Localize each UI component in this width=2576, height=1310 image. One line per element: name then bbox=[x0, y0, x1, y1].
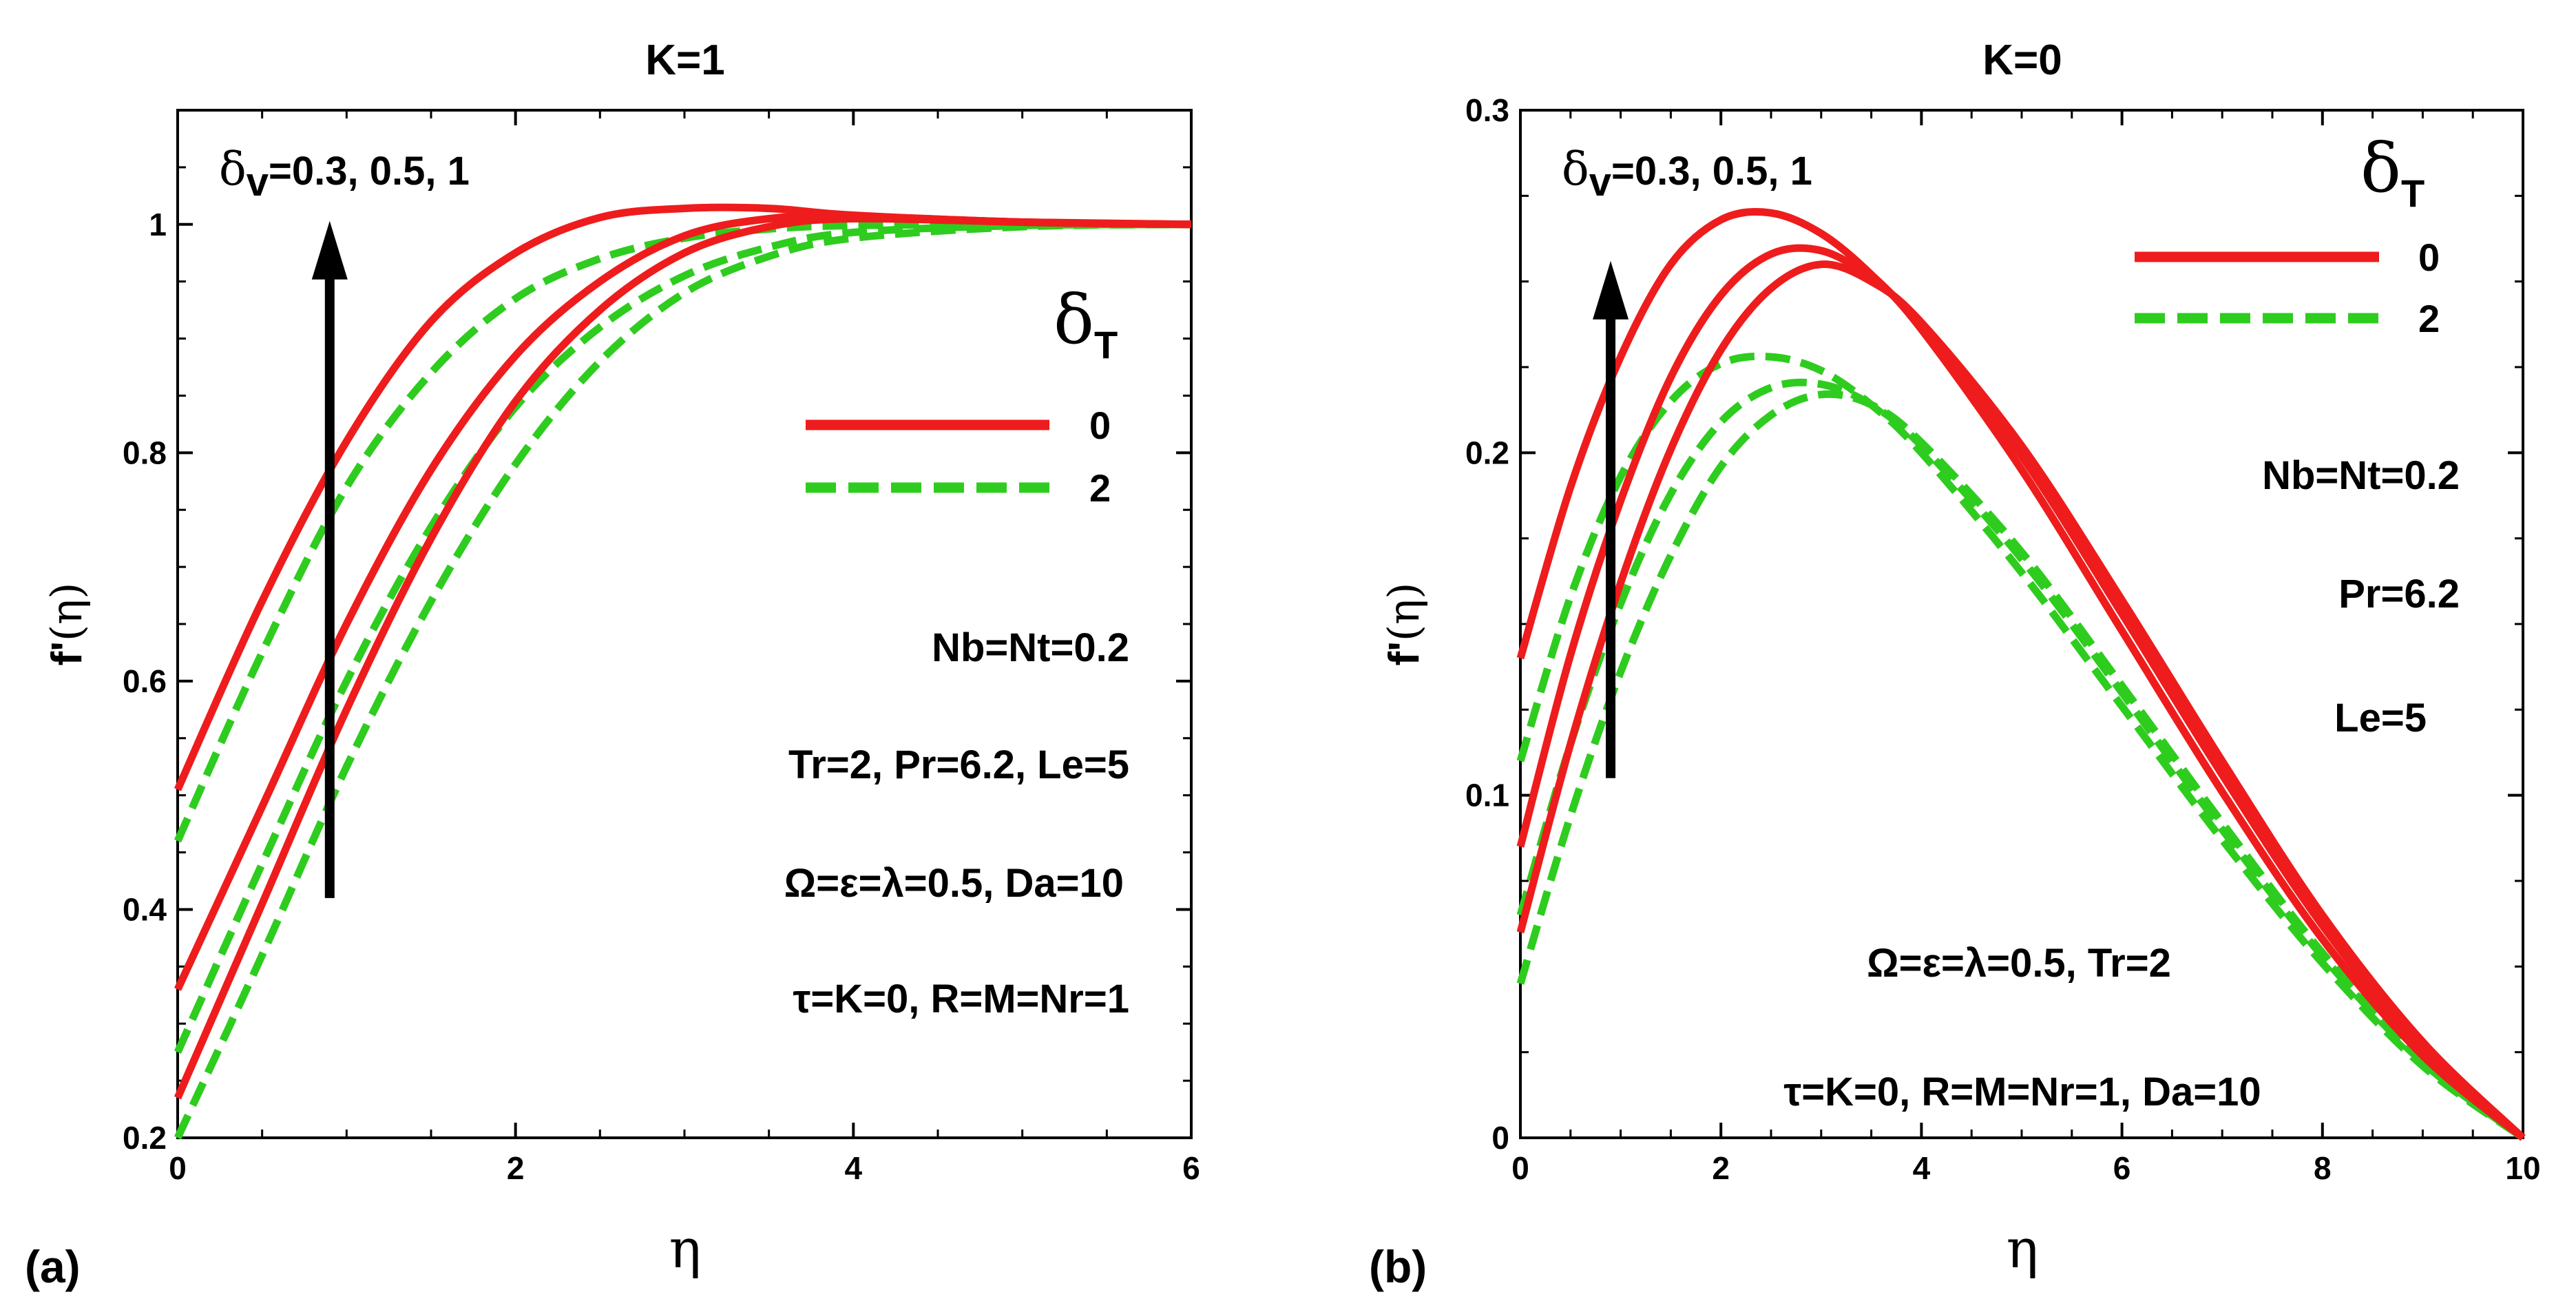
panel-b-arrow bbox=[1593, 260, 1629, 778]
panel-a-annotation-2: Tr=2, Pr=6.2, Le=5 bbox=[788, 742, 1129, 787]
panel-b-legend-title-symbol: δ bbox=[2360, 129, 2401, 208]
panel-a-annotation-1: Nb=Nt=0.2 bbox=[932, 625, 1129, 670]
panel-a-arrow-label-symbol: δ bbox=[219, 143, 247, 196]
panel-a-ytick-label: 0.6 bbox=[123, 663, 167, 699]
panel-a-arrow bbox=[311, 220, 348, 898]
panel-b-series-line-3 bbox=[1516, 352, 2526, 1141]
panel-b-series-line-0 bbox=[1516, 208, 2526, 1141]
panel-a-legend-label-0: 0 bbox=[1089, 404, 1111, 447]
panel-a-xtick-label: 0 bbox=[169, 1150, 187, 1186]
panel-b-xtick-label: 6 bbox=[2113, 1150, 2131, 1186]
panel-b-series-line-5 bbox=[1516, 390, 2526, 1141]
panel-b-series-line-4 bbox=[1516, 378, 2526, 1141]
panel-b-annotation-2: Pr=6.2 bbox=[2338, 572, 2460, 616]
panel-b-series-line-2 bbox=[1516, 260, 2526, 1141]
panel-b-ylabel-symbol: (η) bbox=[1379, 583, 1429, 642]
panel-a-arrow-label: δv=0.3, 0.5, 1 bbox=[219, 143, 470, 205]
panel-b-ylabel-text: f' bbox=[1381, 641, 1428, 665]
panel-b-title: K=0 bbox=[1982, 37, 2062, 84]
panel-a-series-line-5 bbox=[174, 220, 1192, 1140]
panel-b-xtick-label: 10 bbox=[2505, 1150, 2540, 1186]
panel-a-ylabel: f'(η) bbox=[41, 583, 92, 666]
panel-a-tick-labels: 0 2 4 6 0.2 0.4 0.6 0.8 1 bbox=[123, 207, 1200, 1186]
panel-a-legend-title-subscript: T bbox=[1094, 323, 1118, 366]
panel-b-letter: (b) bbox=[1369, 1241, 1427, 1292]
panel-b-xtick-label: 0 bbox=[1511, 1150, 1529, 1186]
panel-a-xlabel: η bbox=[669, 1218, 702, 1280]
panel-a-legend-title: δT bbox=[1054, 281, 1118, 366]
panel-b-legend-title: δT bbox=[2360, 129, 2425, 215]
panel-b-legend: δT 0 2 bbox=[2135, 129, 2440, 340]
panel-a-legend: δT 0 2 bbox=[806, 281, 1118, 510]
panel-b-arrow-label-values: =0.3, 0.5, 1 bbox=[1611, 149, 1812, 194]
panel-b-legend-title-subscript: T bbox=[2401, 171, 2425, 215]
panel-a-arrow-head bbox=[311, 220, 348, 280]
panel-b-ytick-label: 0.2 bbox=[1465, 435, 1509, 470]
panel-b-tick-labels: 0 2 4 6 8 10 0 0.1 0.2 0.3 bbox=[1465, 92, 2541, 1186]
panel-a-xtick-label: 4 bbox=[845, 1150, 863, 1186]
panel-a-title: K=1 bbox=[645, 37, 724, 84]
panel-a-ytick-label: 0.8 bbox=[123, 435, 167, 470]
panel-b-annotation-5: τ=K=0, R=M=Nr=1, Da=10 bbox=[1783, 1070, 2261, 1114]
panel-b-xtick-label: 4 bbox=[1913, 1150, 1931, 1186]
panel-a-arrow-label-subscript: v bbox=[247, 160, 269, 205]
panel-b-legend-label-1: 2 bbox=[2418, 297, 2440, 340]
panel-a: K=1 0 2 4 60.20.40.60.81 f'(η) η (a) δv=0.3… bbox=[25, 37, 1200, 1292]
panel-a-ytick-label: 0.2 bbox=[123, 1120, 167, 1156]
panel-b-legend-label-0: 0 bbox=[2418, 236, 2440, 279]
panel-b-ytick-label: 0.1 bbox=[1465, 778, 1509, 813]
panel-a-ylabel-text: f' bbox=[43, 641, 91, 665]
panel-a-annotation-4: τ=K=0, R=M=Nr=1 bbox=[793, 977, 1129, 1021]
panel-a-ytick-label: 0.4 bbox=[123, 891, 167, 927]
panel-b-arrow-head bbox=[1593, 260, 1629, 320]
panel-b-arrow-label: δv=0.3, 0.5, 1 bbox=[1562, 143, 1812, 205]
panel-b-annotation-3: Le=5 bbox=[2334, 696, 2427, 740]
panel-b-xtick-label: 8 bbox=[2314, 1150, 2332, 1186]
panel-a-ylabel-symbol: (η) bbox=[41, 583, 92, 642]
panel-a-series-line-2 bbox=[174, 214, 1192, 1100]
panel-b-xlabel: η bbox=[2007, 1218, 2039, 1280]
panel-a-curves bbox=[174, 203, 1192, 1140]
panel-b-arrow-label-symbol: δ bbox=[1562, 143, 1589, 196]
panel-a-legend-label-1: 2 bbox=[1089, 466, 1111, 510]
panel-b-ytick-label: 0 bbox=[1491, 1120, 1509, 1156]
panel-a-xtick-label: 2 bbox=[507, 1150, 525, 1186]
panel-a-ytick-label: 1 bbox=[149, 207, 167, 242]
panel-b-curves bbox=[1516, 208, 2526, 1141]
panel-b-ylabel: f'(η) bbox=[1379, 583, 1429, 666]
panel-b-arrow-label-subscript: v bbox=[1589, 160, 1611, 205]
panel-b-xtick-label: 2 bbox=[1712, 1150, 1730, 1186]
panel-b-annotation-4: Ω=ε=λ=0.5, Tr=2 bbox=[1867, 941, 2171, 986]
panel-b-ytick-label: 0.3 bbox=[1465, 92, 1509, 128]
panel-a-letter: (a) bbox=[25, 1241, 81, 1292]
panel-a-arrow-label-values: =0.3, 0.5, 1 bbox=[269, 149, 470, 194]
panel-a-annotation-3: Ω=ε=λ=0.5, Da=10 bbox=[784, 861, 1124, 906]
panel-a-legend-title-symbol: δ bbox=[1054, 281, 1094, 360]
panel-a-xtick-label: 6 bbox=[1182, 1150, 1200, 1186]
panel-b-annotation-1: Nb=Nt=0.2 bbox=[2262, 453, 2460, 498]
